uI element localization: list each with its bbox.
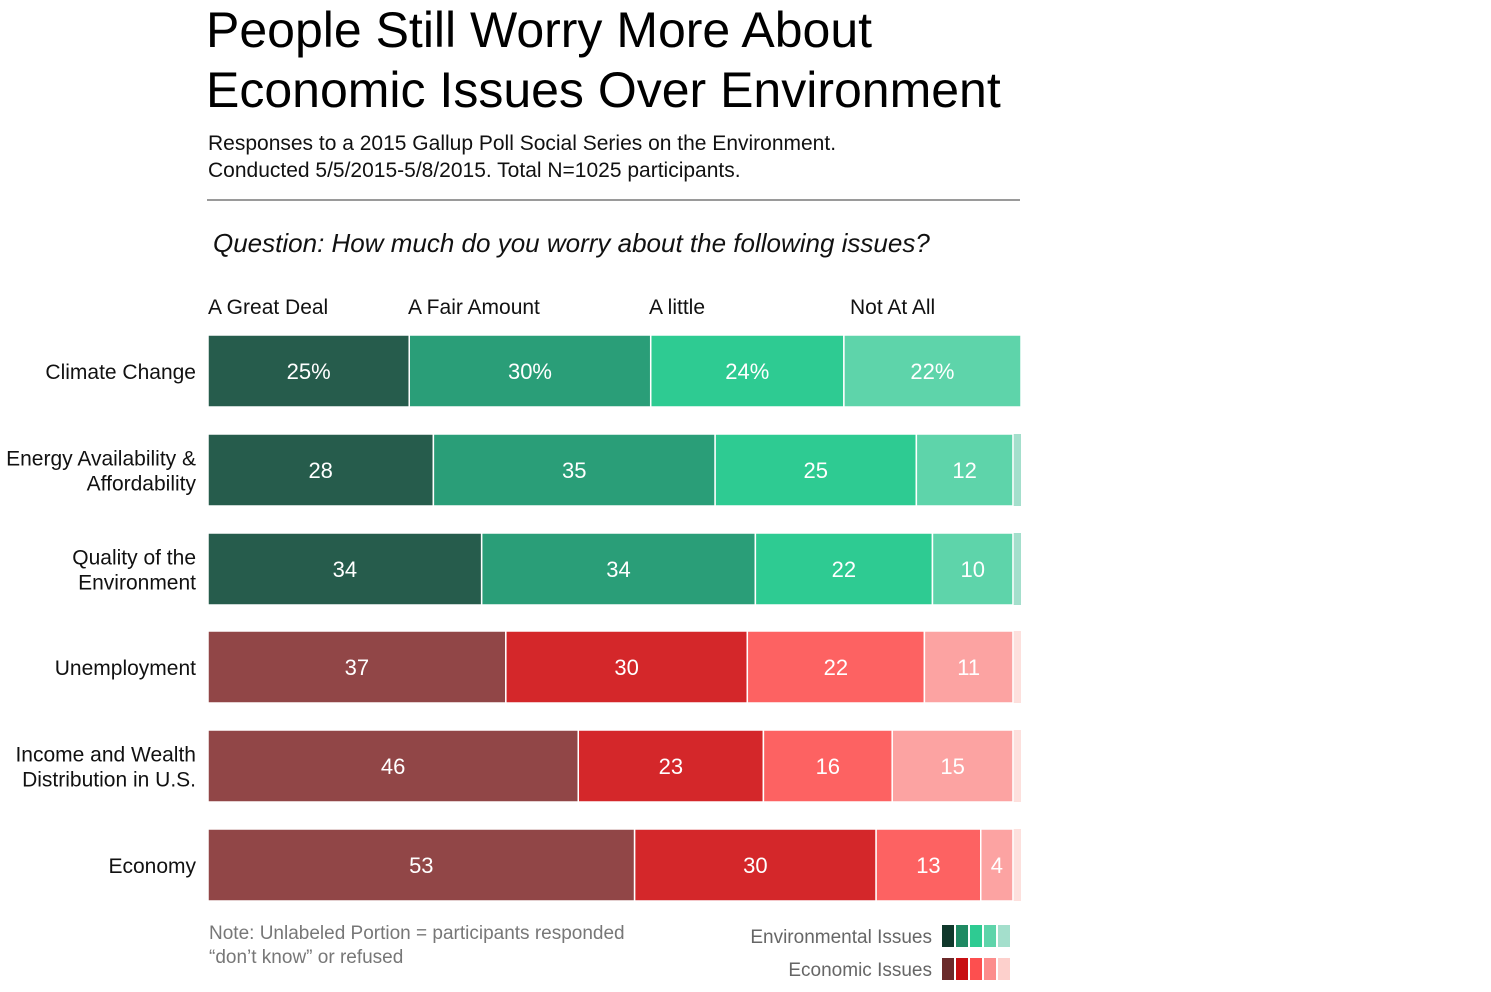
data-label-3-2: 22 [824,655,848,680]
note-line-1: Note: Unlabeled Portion = participants r… [209,923,625,944]
bar-row-4: 46 23 16 15 [207,729,1021,803]
bar-row-3: 37 30 22 11 [207,630,1021,704]
data-label-2-0: 34 [333,557,357,582]
data-label-1-1: 35 [562,458,586,483]
bar-segment-0-2 [649,334,845,408]
bar-segment-0-1 [408,334,652,408]
subtitle-line-1: Responses to a 2015 Gallup Poll Social S… [208,132,837,155]
data-label-4-2: 16 [816,754,840,779]
data-label-3-3: 11 [957,655,980,680]
legend-environmental-swatches [940,924,1010,952]
chart-title-line-2: Economic Issues Over Environment [206,62,1001,118]
subtitle-line-2: Conducted 5/5/2015-5/8/2015. Total N=102… [208,159,741,182]
data-label-0-2: 24% [725,359,769,384]
bar-segment-1-0 [207,433,435,507]
chart-title: People Still Worry More About Economic I… [206,0,1001,120]
bar-row-5: 53 30 13 4 [207,828,1021,902]
divider [207,199,1020,201]
legend-economic-swatch-4 [998,957,1010,980]
bar-segment-2-3 [931,532,1014,606]
bar-segment-3-1 [505,630,749,704]
data-label-1-3: 12 [952,458,976,483]
legend-economic-swatches [940,957,1010,985]
bar-segment-5-1 [633,828,877,902]
note-line-2: “don’t know” or refused [209,947,404,968]
bar-segment-0-3 [843,334,1022,408]
legend-environmental: Environmental Issues [700,924,1010,952]
column-header-fair-amount: A Fair Amount [408,296,540,319]
bar-segment-1-2 [714,433,918,507]
bar-segment-2-0 [207,532,483,606]
legend-environmental-swatch-3 [984,924,996,947]
bar-segment-4-2 [762,729,893,803]
data-label-3-1: 30 [614,655,638,680]
bar-row-0: 25% 30% 24% 22% [207,334,1022,408]
legend-environmental-swatch-0 [942,924,954,947]
legend-economic-swatch-3 [984,957,996,980]
legend-economic-swatch-1 [956,957,968,980]
data-label-1-2: 25 [803,458,827,483]
bar-row-1: 28 35 25 12 [207,433,1021,507]
bar-segment-5-3 [980,828,1014,902]
bar-segment-4-1 [577,729,765,803]
category-label-2-1: Environment [78,572,196,595]
data-label-2-2: 22 [832,557,856,582]
data-label-2-1: 34 [606,557,630,582]
note: Note: Unlabeled Portion = participants r… [209,922,625,970]
legend-environmental-swatch-4 [998,924,1010,947]
column-header-not-at-all: Not At All [850,296,936,319]
bar-segment-3-0 [207,630,507,704]
legend-economic-label: Economic Issues [788,960,932,981]
category-label-5-0: Economy [108,855,196,878]
data-label-5-1: 30 [743,853,767,878]
bar-row-2: 34 34 22 10 [207,532,1021,606]
category-label-2-0: Quality of the [72,547,196,570]
chart-title-line-1: People Still Worry More About [206,2,873,58]
bar-segment-2-1 [480,532,757,606]
bar-segment-4-0 [207,729,580,803]
category-label-4-1: Distribution in U.S. [22,769,196,792]
data-label-4-1: 23 [659,754,683,779]
data-label-0-1: 30% [508,359,552,384]
bar-segment-1-3 [915,433,1014,507]
bar-segment-4-3 [891,729,1014,803]
data-label-5-0: 53 [409,853,433,878]
column-header-great-deal: A Great Deal [208,296,329,319]
bar-segment-3-3 [923,630,1014,704]
chart-subtitle: Responses to a 2015 Gallup Poll Social S… [208,130,836,184]
legend-environmental-swatch-1 [956,924,968,947]
legend-environmental-label: Environmental Issues [750,927,932,948]
category-label-0-0: Climate Change [45,361,196,384]
legend-environmental-swatch-2 [970,924,982,947]
legend-economic-swatch-2 [970,957,982,980]
category-label-3-0: Unemployment [55,657,196,680]
data-label-0-3: 22% [910,359,954,384]
category-label-1-0: Energy Availability & [6,448,196,471]
data-label-4-0: 46 [381,754,405,779]
column-header-a-little: A little [649,296,706,319]
bar-segment-0-0 [207,334,410,408]
data-label-3-0: 37 [345,655,369,680]
question-text: Question: How much do you worry about th… [213,228,930,258]
legend-economic-swatch-0 [942,957,954,980]
bar-segment-5-0 [207,828,636,902]
bar-segment-5-2 [875,828,982,902]
data-label-0-0: 25% [287,359,331,384]
data-label-2-3: 10 [960,557,984,582]
data-label-5-3: 4 [991,853,1003,878]
category-label-4-0: Income and Wealth [15,744,196,767]
data-label-4-3: 15 [940,754,964,779]
data-label-1-0: 28 [308,458,332,483]
data-label-5-2: 13 [916,853,940,878]
category-label-1-1: Affordability [87,473,197,496]
bar-segment-2-2 [754,532,934,606]
legend-economic: Economic Issues [700,957,1010,985]
